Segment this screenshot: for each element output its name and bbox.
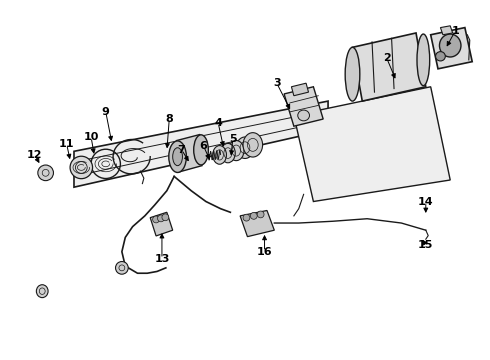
Text: 14: 14	[418, 197, 434, 207]
Circle shape	[243, 214, 250, 221]
Text: 3: 3	[273, 78, 281, 88]
Ellipse shape	[194, 135, 208, 165]
Circle shape	[158, 215, 164, 222]
Text: 15: 15	[418, 239, 434, 249]
Polygon shape	[352, 33, 426, 101]
Ellipse shape	[440, 34, 461, 57]
Ellipse shape	[298, 110, 310, 121]
Ellipse shape	[172, 148, 182, 166]
Circle shape	[257, 211, 264, 218]
Ellipse shape	[228, 140, 244, 161]
Ellipse shape	[243, 133, 263, 157]
Ellipse shape	[436, 51, 445, 61]
Text: 4: 4	[214, 118, 222, 128]
Polygon shape	[441, 26, 453, 35]
Ellipse shape	[417, 34, 430, 86]
Text: 10: 10	[83, 132, 99, 142]
Ellipse shape	[213, 145, 226, 164]
Ellipse shape	[220, 143, 235, 163]
Circle shape	[116, 261, 128, 274]
Ellipse shape	[345, 47, 360, 101]
Text: 1: 1	[451, 26, 459, 36]
Polygon shape	[74, 101, 328, 187]
Polygon shape	[176, 134, 202, 172]
Polygon shape	[150, 212, 172, 236]
Text: 9: 9	[102, 107, 110, 117]
Text: 13: 13	[154, 254, 170, 264]
Circle shape	[70, 156, 93, 179]
Text: 11: 11	[59, 139, 74, 149]
Text: 7: 7	[177, 144, 185, 154]
Circle shape	[153, 216, 159, 223]
Polygon shape	[294, 87, 450, 202]
Text: 12: 12	[27, 150, 43, 160]
Ellipse shape	[169, 141, 186, 172]
Polygon shape	[292, 83, 309, 96]
Ellipse shape	[36, 285, 48, 298]
Circle shape	[38, 165, 53, 181]
Polygon shape	[431, 28, 472, 69]
Text: 6: 6	[199, 141, 207, 151]
Text: 5: 5	[229, 134, 237, 144]
Text: 8: 8	[166, 114, 173, 124]
Polygon shape	[284, 87, 323, 126]
Circle shape	[250, 212, 257, 219]
Text: 16: 16	[257, 247, 272, 257]
Text: 2: 2	[383, 53, 391, 63]
Polygon shape	[240, 211, 274, 237]
Circle shape	[162, 214, 169, 221]
Ellipse shape	[236, 137, 254, 158]
